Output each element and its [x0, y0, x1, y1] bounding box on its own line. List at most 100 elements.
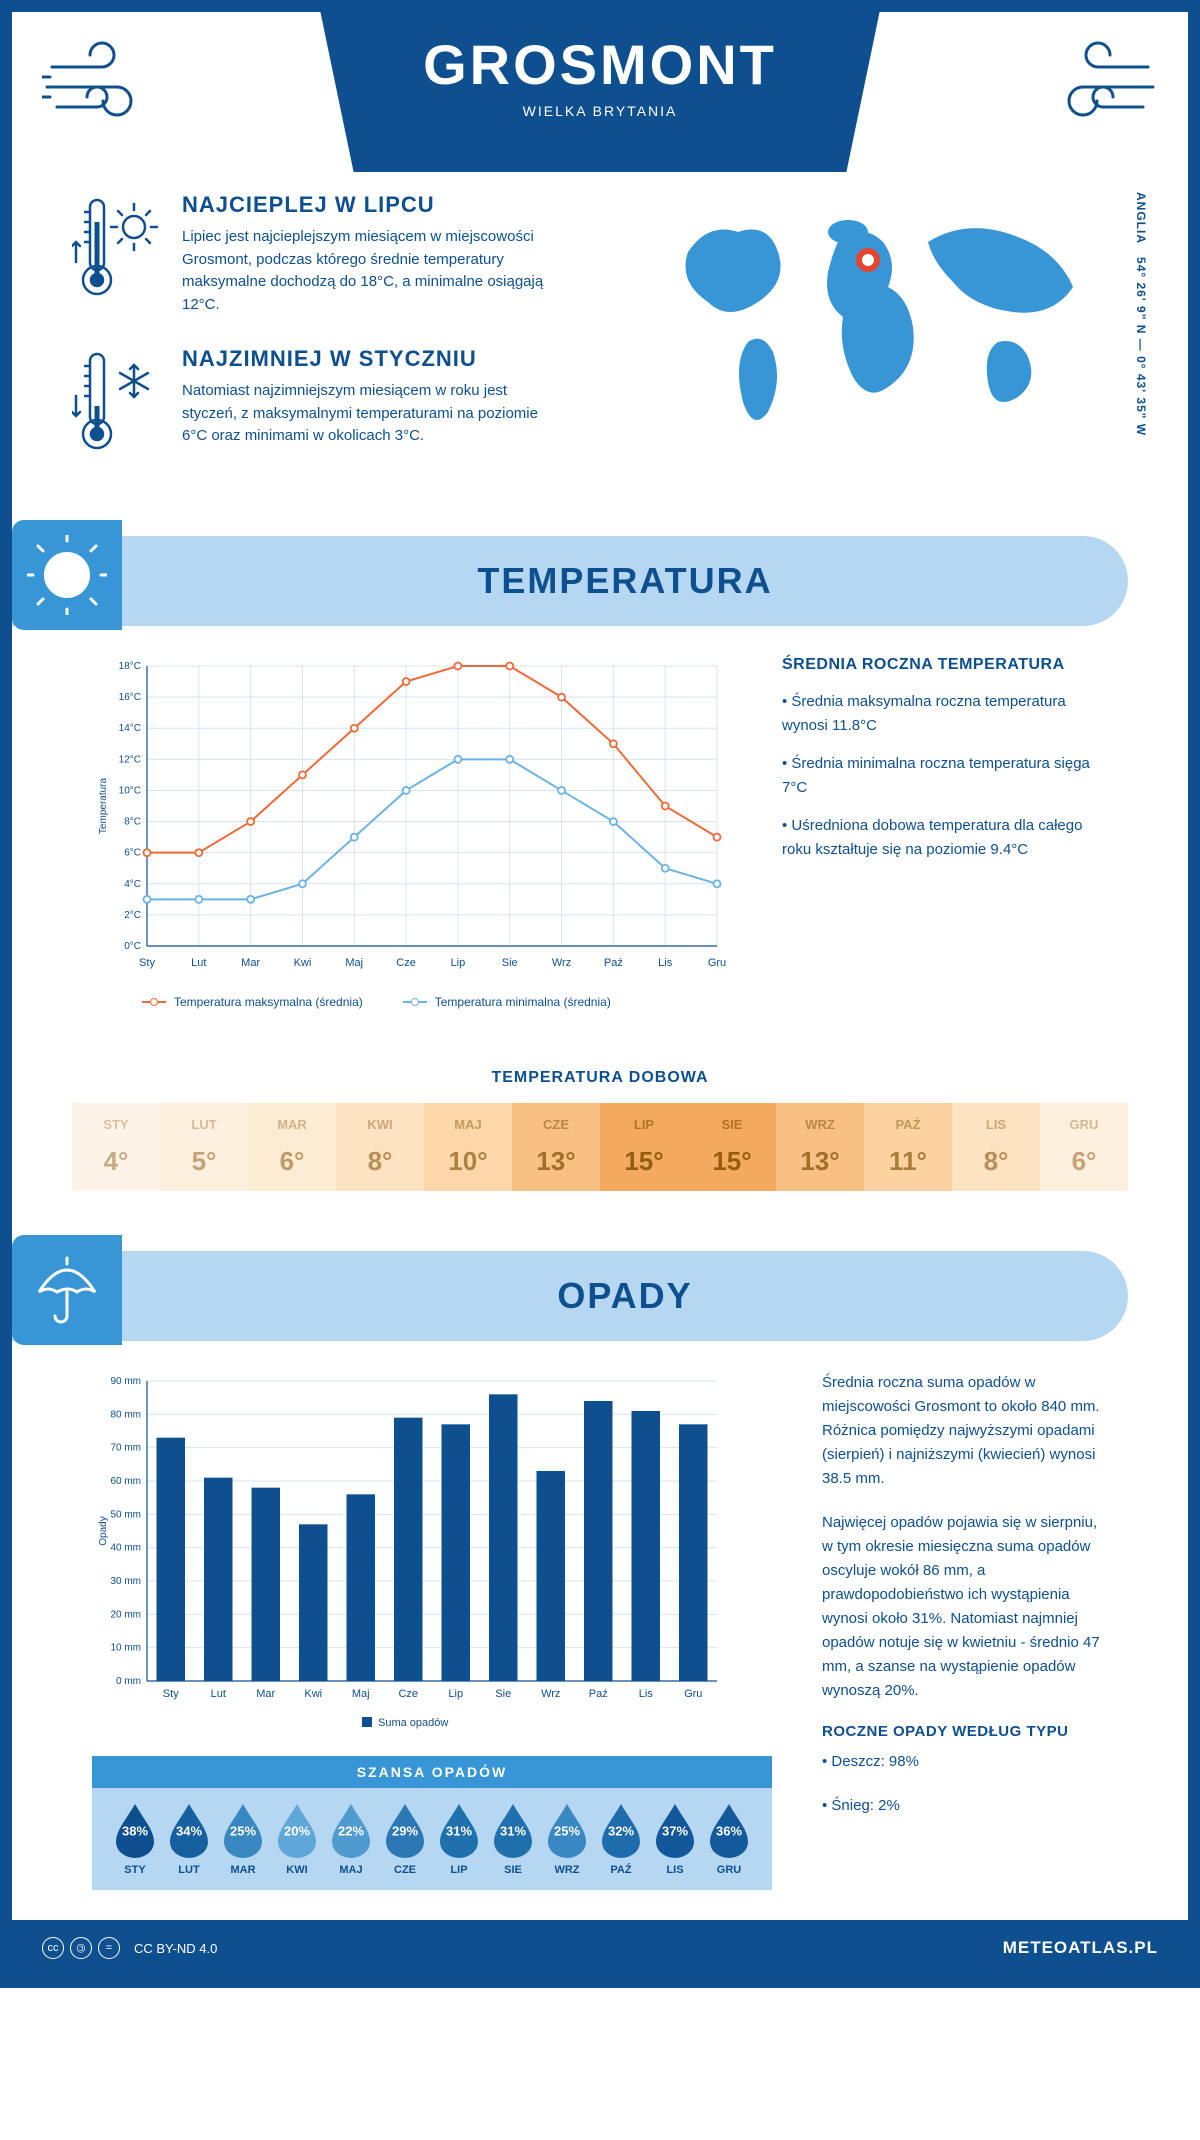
svg-text:Kwi: Kwi	[294, 957, 312, 969]
svg-text:50 mm: 50 mm	[110, 1509, 141, 1520]
svg-text:16°C: 16°C	[119, 692, 141, 703]
svg-text:Wrz: Wrz	[552, 957, 571, 969]
coords-text: 54° 26' 9" N — 0° 43' 35" W	[1134, 257, 1148, 436]
svg-text:Sie: Sie	[495, 1688, 511, 1700]
svg-text:Lut: Lut	[191, 957, 206, 969]
svg-text:80 mm: 80 mm	[110, 1409, 141, 1420]
world-map	[658, 192, 1088, 452]
svg-text:6°C: 6°C	[124, 848, 141, 859]
daily-cell: MAJ10°	[424, 1103, 512, 1191]
chance-title: SZANSA OPADÓW	[92, 1756, 772, 1788]
chance-drop: 38%STY	[108, 1802, 162, 1876]
fact-hot-title: NAJCIEPLEJ W LIPCU	[182, 192, 562, 218]
chance-drop: 34%LUT	[162, 1802, 216, 1876]
svg-text:Cze: Cze	[396, 957, 416, 969]
svg-text:Gru: Gru	[708, 957, 726, 969]
precipitation-text: Średnia roczna suma opadów w miejscowośc…	[822, 1371, 1108, 1890]
opady-p1: Średnia roczna suma opadów w miejscowośc…	[822, 1371, 1108, 1491]
svg-text:10°C: 10°C	[119, 785, 141, 796]
daily-cell: LIS8°	[952, 1103, 1040, 1191]
daily-cell: MAR6°	[248, 1103, 336, 1191]
daily-cell: KWI8°	[336, 1103, 424, 1191]
wind-icon-left	[42, 37, 172, 127]
svg-text:90 mm: 90 mm	[110, 1376, 141, 1387]
daily-title: TEMPERATURA DOBOWA	[12, 1069, 1188, 1087]
precipitation-header: OPADY	[12, 1251, 1128, 1341]
daily-cell: SIE15°	[688, 1103, 776, 1191]
svg-text:18°C: 18°C	[119, 661, 141, 672]
cc-icons: cc🄯=	[42, 1937, 120, 1959]
svg-text:60 mm: 60 mm	[110, 1476, 141, 1487]
fact-hot: NAJCIEPLEJ W LIPCU Lipiec jest najcieple…	[72, 192, 618, 316]
svg-text:Maj: Maj	[352, 1688, 370, 1700]
svg-text:Sty: Sty	[139, 957, 155, 969]
opady-t1: • Deszcz: 98%	[822, 1750, 1108, 1774]
svg-text:0°C: 0°C	[124, 941, 141, 952]
svg-text:Gru: Gru	[684, 1688, 702, 1700]
daily-cell: GRU6°	[1040, 1103, 1128, 1191]
fact-hot-body: Lipiec jest najcieplejszym miesiącem w m…	[182, 226, 562, 316]
fact-cold-title: NAJZIMNIEJ W STYCZNIU	[182, 346, 562, 372]
svg-text:Lip: Lip	[448, 1688, 463, 1700]
chance-drop: 32%PAŹ	[594, 1802, 648, 1876]
svg-text:30 mm: 30 mm	[110, 1576, 141, 1587]
svg-text:0 mm: 0 mm	[116, 1676, 141, 1687]
temperature-chart: 0°C2°C4°C6°C8°C10°C12°C14°C16°C18°CStyLu…	[92, 656, 732, 1009]
svg-text:70 mm: 70 mm	[110, 1443, 141, 1454]
chance-drop: 29%CZE	[378, 1802, 432, 1876]
svg-text:4°C: 4°C	[124, 879, 141, 890]
city-title: GROSMONT	[320, 32, 880, 97]
temperature-header: TEMPERATURA	[12, 536, 1128, 626]
svg-text:Wrz: Wrz	[541, 1688, 560, 1700]
daily-cell: WRZ13°	[776, 1103, 864, 1191]
daily-cell: PAŹ11°	[864, 1103, 952, 1191]
sun-icon	[27, 535, 107, 615]
chance-drop: 22%MAJ	[324, 1802, 378, 1876]
temp-text-b3: • Uśredniona dobowa temperatura dla całe…	[782, 814, 1108, 862]
daily-cell: STY4°	[72, 1103, 160, 1191]
svg-text:Maj: Maj	[345, 957, 363, 969]
title-banner: GROSMONT WIELKA BRYTANIA	[320, 10, 880, 172]
fact-cold-body: Natomiast najzimniejszym miesiącem w rok…	[182, 380, 562, 448]
daily-cell: LUT5°	[160, 1103, 248, 1191]
daily-cell: LIP15°	[600, 1103, 688, 1191]
daily-cell: CZE13°	[512, 1103, 600, 1191]
svg-text:8°C: 8°C	[124, 817, 141, 828]
precip-chance-box: SZANSA OPADÓW 38%STY34%LUT25%MAR20%KWI22…	[92, 1756, 772, 1890]
legend-max: Temperatura maksymalna (średnia)	[142, 995, 363, 1009]
svg-text:12°C: 12°C	[119, 754, 141, 765]
svg-text:Suma opadów: Suma opadów	[378, 1717, 448, 1729]
svg-text:Lis: Lis	[658, 957, 673, 969]
svg-text:Sty: Sty	[163, 1688, 179, 1700]
chance-drop: 25%MAR	[216, 1802, 270, 1876]
intro-section: NAJCIEPLEJ W LIPCU Lipiec jest najcieple…	[12, 172, 1188, 516]
temperature-text: ŚREDNIA ROCZNA TEMPERATURA • Średnia mak…	[782, 656, 1108, 1009]
svg-text:Temperatura: Temperatura	[98, 777, 109, 834]
chance-drop: 37%LIS	[648, 1802, 702, 1876]
precipitation-title: OPADY	[122, 1275, 1128, 1317]
footer: cc🄯= CC BY-ND 4.0 METEOATLAS.PL	[12, 1920, 1188, 1976]
chance-drop: 36%GRU	[702, 1802, 756, 1876]
coordinates: ANGLIA 54° 26' 9" N — 0° 43' 35" W	[1134, 192, 1148, 436]
infographic-page: GROSMONT WIELKA BRYTANIA NAJCIEPLEJ W LI…	[0, 0, 1200, 1988]
temp-text-title: ŚREDNIA ROCZNA TEMPERATURA	[782, 656, 1108, 674]
umbrella-icon	[27, 1250, 107, 1330]
svg-text:40 mm: 40 mm	[110, 1543, 141, 1554]
svg-text:Lut: Lut	[211, 1688, 226, 1700]
header: GROSMONT WIELKA BRYTANIA	[12, 12, 1188, 172]
svg-text:Paź: Paź	[604, 957, 623, 969]
daily-temp-row: STY4°LUT5°MAR6°KWI8°MAJ10°CZE13°LIP15°SI…	[12, 1103, 1188, 1231]
svg-text:Paź: Paź	[589, 1688, 608, 1700]
fact-cold: NAJZIMNIEJ W STYCZNIU Natomiast najzimni…	[72, 346, 618, 456]
svg-text:Kwi: Kwi	[304, 1688, 322, 1700]
chance-drop: 31%SIE	[486, 1802, 540, 1876]
opady-types-title: ROCZNE OPADY WEDŁUG TYPU	[822, 1723, 1108, 1740]
region-label: ANGLIA	[1134, 192, 1148, 244]
svg-text:Sie: Sie	[502, 957, 518, 969]
svg-text:2°C: 2°C	[124, 910, 141, 921]
svg-text:10 mm: 10 mm	[110, 1643, 141, 1654]
svg-text:Opady: Opady	[98, 1516, 109, 1545]
world-map-block: ANGLIA 54° 26' 9" N — 0° 43' 35" W	[658, 192, 1128, 486]
thermometer-sun-icon	[72, 192, 162, 302]
chance-drop: 20%KWI	[270, 1802, 324, 1876]
